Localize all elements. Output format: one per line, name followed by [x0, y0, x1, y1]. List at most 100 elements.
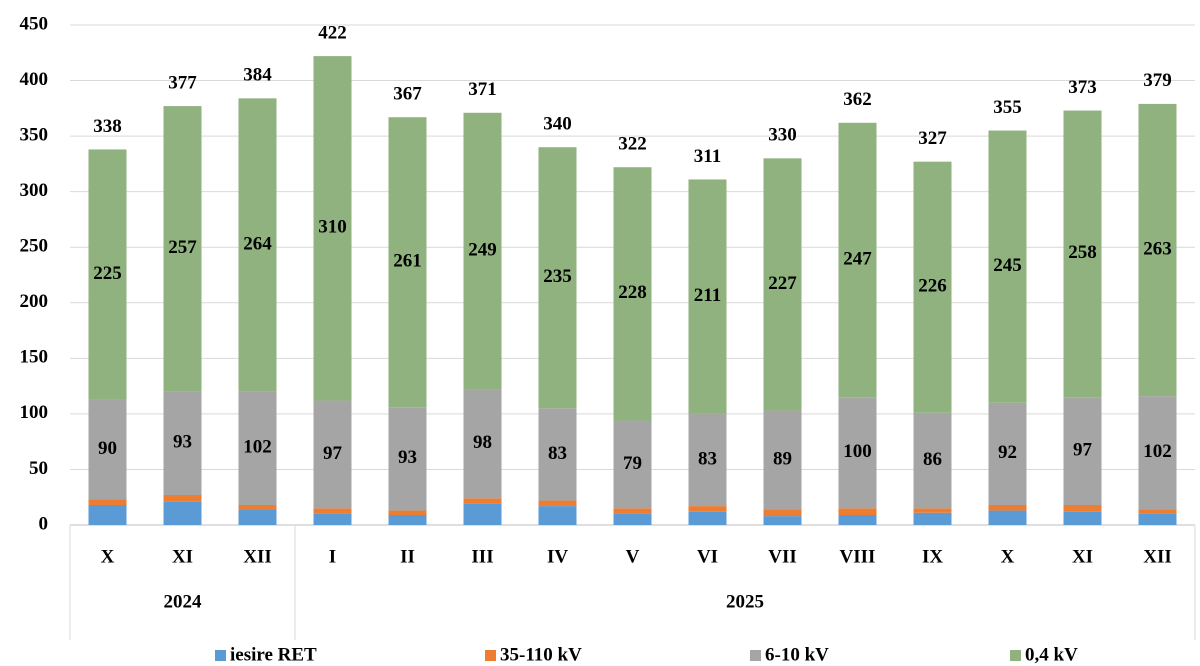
bar-segment: [163, 495, 202, 502]
bar-segment: [538, 506, 577, 525]
x-tick-label: IV: [547, 546, 568, 567]
data-label: 258: [1068, 242, 1097, 263]
bar-segment: [1138, 396, 1177, 510]
bar-segment: [763, 410, 802, 510]
bar-segment: [463, 498, 502, 504]
legend-swatch: [215, 650, 226, 661]
bar-segment: [688, 179, 727, 414]
data-label: 257: [168, 237, 197, 258]
data-label: 225: [93, 263, 122, 284]
x-tick-label: V: [626, 546, 640, 567]
y-tick-label: 0: [39, 513, 49, 534]
data-label: 263: [1143, 238, 1172, 259]
x-tick-label: II: [400, 546, 415, 567]
total-label: 384: [243, 65, 272, 86]
bar-segment: [1063, 110, 1102, 398]
data-label: 93: [398, 447, 417, 468]
total-label: 379: [1143, 70, 1172, 91]
bar-segment: [388, 515, 427, 525]
total-label: 422: [318, 22, 347, 43]
bar-segment: [163, 391, 202, 495]
bar-segment: [1138, 513, 1177, 525]
data-label: 93: [173, 432, 192, 453]
x-tick-label: X: [1001, 546, 1015, 567]
x-tick-label: I: [329, 546, 336, 567]
x-tick-label: VII: [768, 546, 797, 567]
bar-segment: [463, 389, 502, 499]
y-tick-label: 250: [20, 236, 49, 257]
bar-segment: [538, 147, 577, 409]
data-label: 102: [243, 437, 272, 458]
data-label: 100: [843, 441, 872, 462]
x-tick-label: XII: [1143, 546, 1172, 567]
data-label: 97: [1073, 439, 1093, 460]
data-label: 211: [694, 285, 721, 306]
total-label: 362: [843, 89, 872, 110]
bar-segment: [538, 408, 577, 501]
bar-segment: [613, 420, 652, 509]
legend-swatch: [750, 650, 761, 661]
data-label: 97: [323, 443, 343, 464]
group-label: 2024: [164, 591, 203, 612]
bar-segment: [463, 503, 502, 525]
bar-segment: [163, 501, 202, 525]
bar-segment: [388, 510, 427, 515]
bar-segment: [313, 508, 352, 514]
x-tick-label: XI: [172, 546, 193, 567]
bar-segment: [838, 122, 877, 398]
x-tick-label: III: [471, 546, 493, 567]
bar-segment: [538, 500, 577, 507]
bar-segment: [313, 513, 352, 525]
total-label: 371: [468, 79, 497, 100]
data-label: 245: [993, 255, 1022, 276]
legend-label: iesire RET: [230, 644, 317, 665]
bar-segment: [238, 509, 277, 525]
bar-segment: [913, 412, 952, 509]
data-label: 235: [543, 266, 572, 287]
bar-segment: [388, 117, 427, 408]
data-label: 86: [923, 449, 942, 470]
bar-segment: [688, 511, 727, 525]
bar-segment: [913, 512, 952, 525]
data-label: 264: [243, 233, 272, 254]
data-label: 90: [98, 438, 117, 459]
bar-segment: [988, 510, 1027, 525]
data-label: 92: [998, 442, 1017, 463]
total-label: 322: [618, 134, 647, 155]
y-tick-label: 200: [20, 291, 49, 312]
x-tick-label: X: [101, 546, 115, 567]
y-tick-label: 150: [20, 347, 49, 368]
bar-segment: [238, 505, 277, 510]
bar-segment: [838, 508, 877, 515]
bar-segment: [763, 516, 802, 525]
bar-segment: [688, 413, 727, 507]
total-label: 330: [768, 125, 797, 146]
bar-segment: [388, 407, 427, 511]
bar-segment: [913, 508, 952, 513]
total-label: 327: [918, 128, 947, 149]
data-label: 79: [623, 453, 642, 474]
bar-segment: [763, 509, 802, 517]
bar-segment: [463, 112, 502, 390]
y-tick-label: 100: [20, 402, 49, 423]
y-tick-label: 450: [20, 13, 49, 34]
data-label: 228: [618, 282, 647, 303]
data-label: 89: [773, 448, 792, 469]
bar-segment: [88, 505, 127, 525]
bar-segment: [313, 56, 352, 401]
bar-segment: [1063, 505, 1102, 512]
data-label: 102: [1143, 441, 1172, 462]
group-label: 2025: [726, 591, 764, 612]
total-label: 373: [1068, 77, 1097, 98]
data-label: 83: [698, 448, 717, 469]
bar-segment: [313, 400, 352, 509]
bar-segment: [763, 158, 802, 411]
data-label: 261: [393, 251, 422, 272]
y-tick-label: 300: [20, 180, 49, 201]
bar-segment: [988, 505, 1027, 511]
legend-label: 6-10 kV: [765, 644, 829, 665]
x-tick-label: XII: [243, 546, 272, 567]
bar-segment: [988, 130, 1027, 403]
bar-segment: [913, 161, 952, 413]
